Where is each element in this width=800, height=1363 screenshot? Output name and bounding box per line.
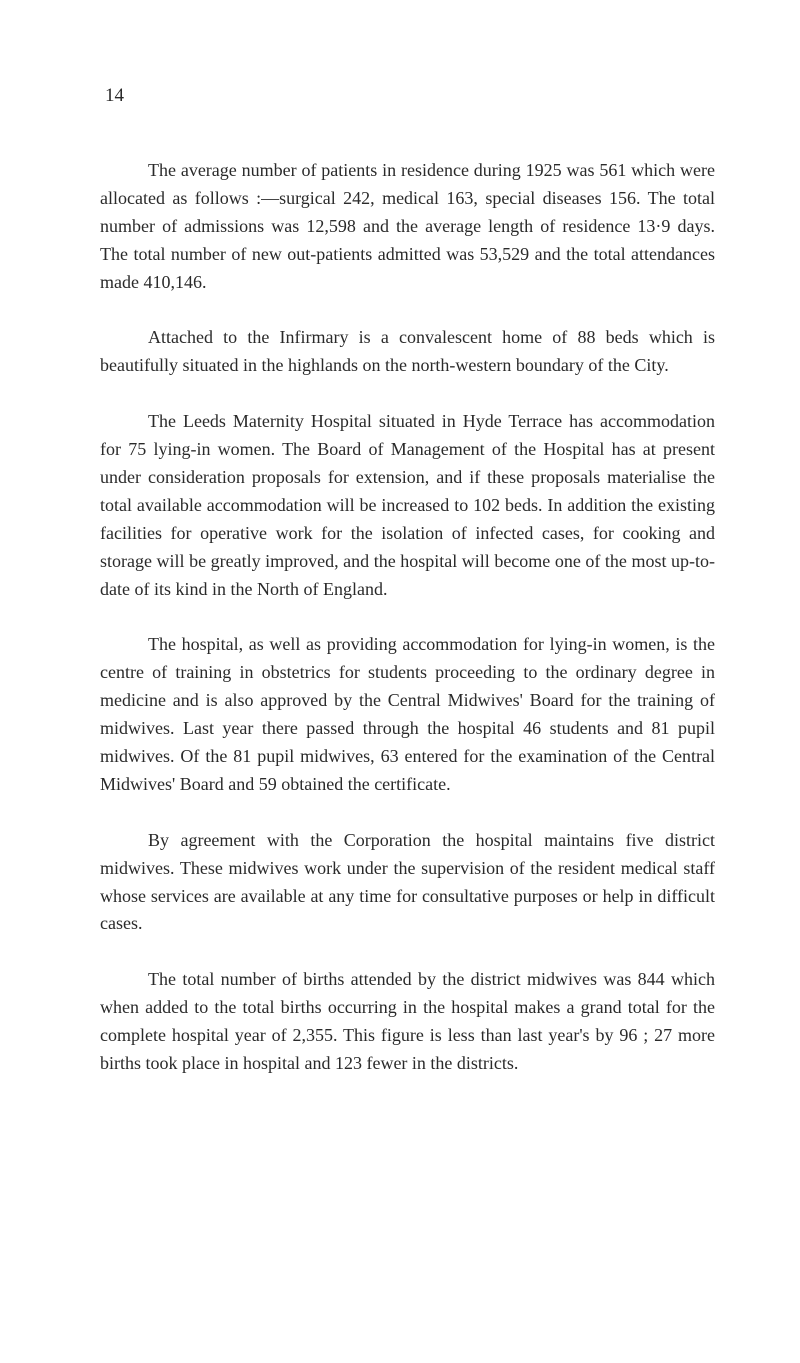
page-number: 14 — [105, 85, 715, 107]
body-paragraph: The average number of patients in reside… — [100, 157, 715, 296]
body-paragraph: Attached to the Infirmary is a convalesc… — [100, 324, 715, 380]
body-paragraph: The Leeds Maternity Hospital situated in… — [100, 408, 715, 603]
body-paragraph: The total number of births attended by t… — [100, 966, 715, 1078]
body-paragraph: By agreement with the Corporation the ho… — [100, 827, 715, 939]
body-paragraph: The hospital, as well as providing accom… — [100, 631, 715, 798]
